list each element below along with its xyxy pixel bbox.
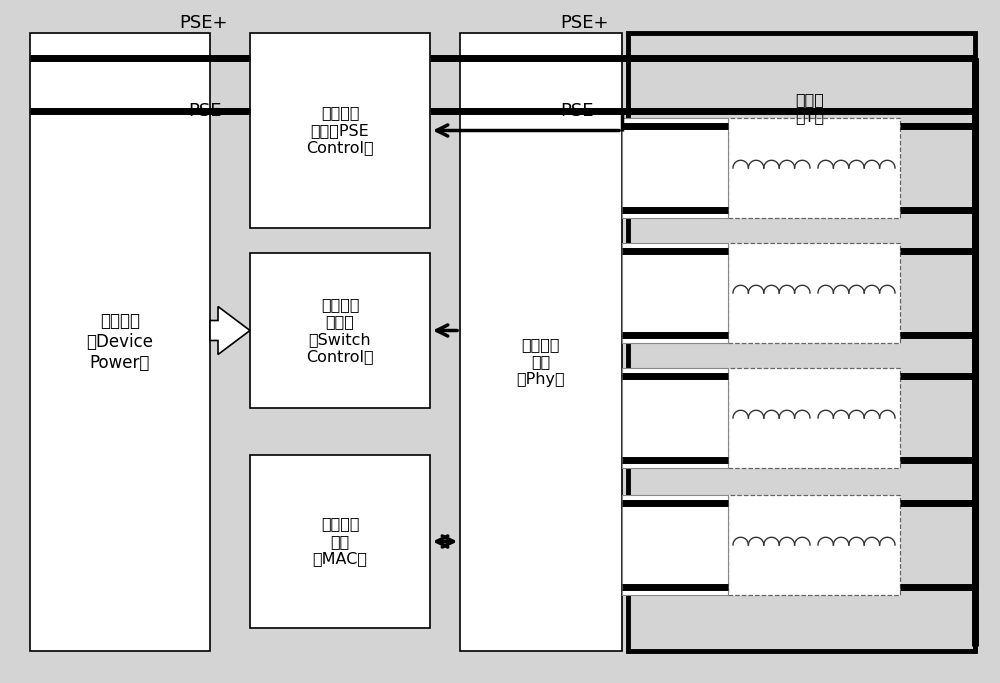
FancyBboxPatch shape <box>622 118 728 218</box>
FancyBboxPatch shape <box>250 455 430 628</box>
FancyBboxPatch shape <box>622 243 728 343</box>
FancyBboxPatch shape <box>622 368 728 468</box>
Text: 设备电源
（Device
Power）: 设备电源 （Device Power） <box>87 312 154 372</box>
Text: 供电控制
模块（PSE
Control）: 供电控制 模块（PSE Control） <box>306 106 374 156</box>
FancyBboxPatch shape <box>728 368 900 468</box>
FancyBboxPatch shape <box>622 495 728 595</box>
FancyBboxPatch shape <box>250 253 430 408</box>
Text: 变压器
（T）: 变压器 （T） <box>795 92 825 124</box>
FancyBboxPatch shape <box>460 33 622 651</box>
Text: PSE+: PSE+ <box>560 14 608 32</box>
Text: PSE+: PSE+ <box>179 14 228 32</box>
FancyBboxPatch shape <box>728 243 900 343</box>
Text: 交换机控
制模块
（Switch
Control）: 交换机控 制模块 （Switch Control） <box>306 297 374 364</box>
FancyBboxPatch shape <box>250 33 430 228</box>
FancyBboxPatch shape <box>30 33 210 651</box>
FancyBboxPatch shape <box>628 33 975 651</box>
FancyBboxPatch shape <box>728 495 900 595</box>
Text: 物理层适
配器
（Phy）: 物理层适 配器 （Phy） <box>517 337 565 387</box>
Text: 转发处理
模块
（MAC）: 转发处理 模块 （MAC） <box>312 516 368 566</box>
FancyBboxPatch shape <box>728 118 900 218</box>
Polygon shape <box>210 307 250 354</box>
Text: PSE-: PSE- <box>188 102 228 120</box>
Text: PSE-: PSE- <box>560 102 600 120</box>
